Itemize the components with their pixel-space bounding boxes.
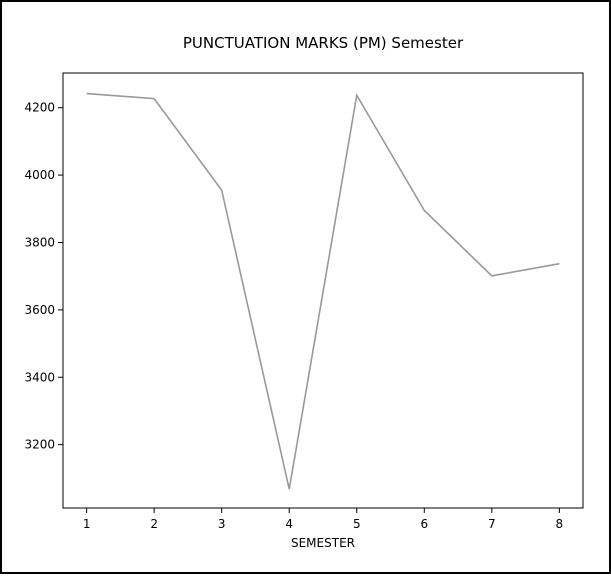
- y-tick-label: 3800: [24, 235, 55, 249]
- x-tick-label: 5: [353, 517, 361, 531]
- y-tick-label: 3600: [24, 303, 55, 317]
- x-tick-label: 2: [150, 517, 158, 531]
- x-tick-label: 7: [488, 517, 496, 531]
- y-tick-label: 3200: [24, 438, 55, 452]
- x-axis-label: SEMESTER: [291, 536, 355, 550]
- x-tick-label: 6: [420, 517, 428, 531]
- x-axis: 1 2 3 4 5 6 7 8: [83, 508, 563, 531]
- chart-title: PUNCTUATION MARKS (PM) Semester: [183, 34, 464, 52]
- y-tick-label: 3400: [24, 370, 55, 384]
- plot-area: [62, 72, 584, 509]
- x-tick-label: 3: [218, 517, 226, 531]
- y-axis: 3200 3400 3600 3800 4000 4200: [24, 101, 63, 452]
- x-tick-label: 1: [83, 517, 91, 531]
- y-tick-label: 4000: [24, 168, 55, 182]
- y-tick-label: 4200: [24, 101, 55, 115]
- series-line: [86, 92, 560, 490]
- x-tick-label: 8: [556, 517, 564, 531]
- x-tick-label: 4: [285, 517, 293, 531]
- series-group: [86, 92, 560, 490]
